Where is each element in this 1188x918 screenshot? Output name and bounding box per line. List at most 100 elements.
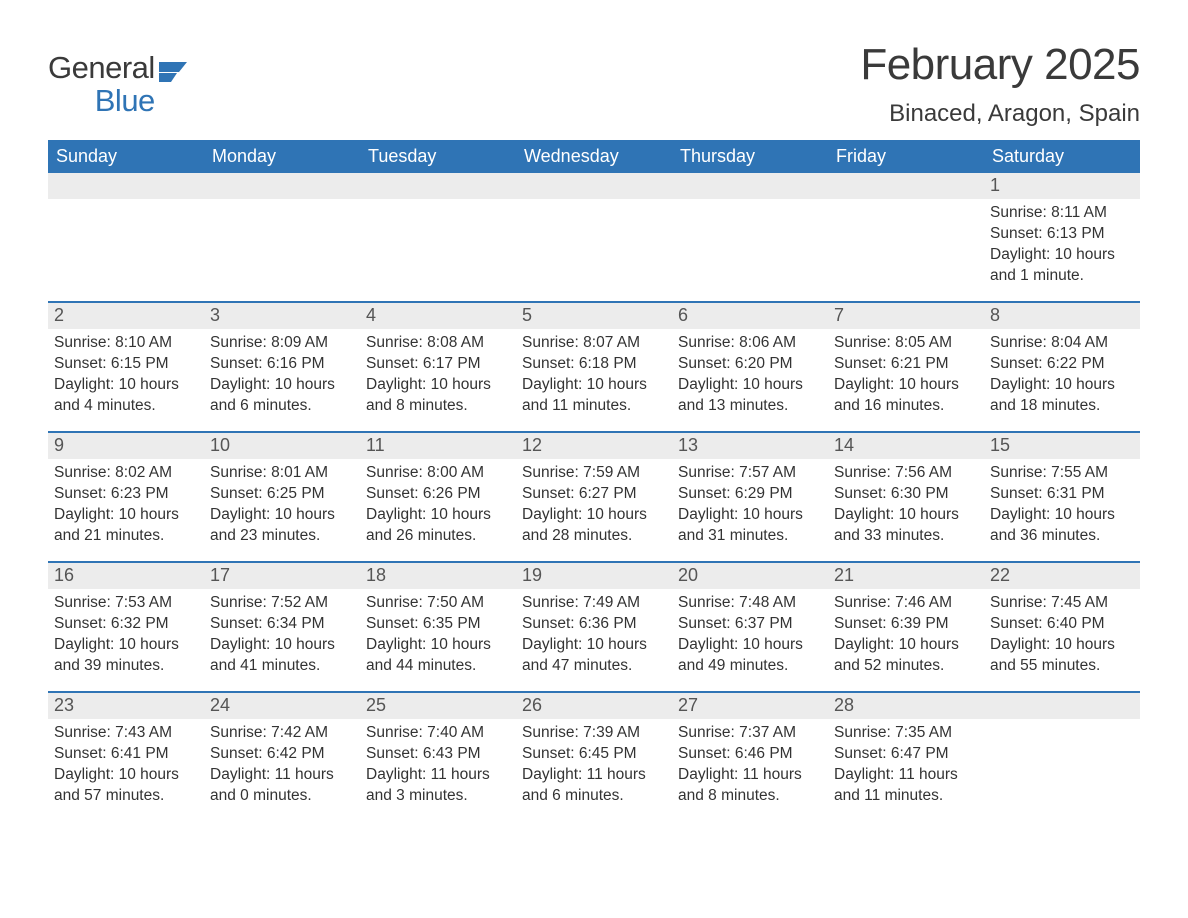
sunrise-line: Sunrise: 7:45 AM [990, 593, 1134, 614]
calendar-weeks: 1Sunrise: 8:11 AMSunset: 6:13 PMDaylight… [48, 173, 1140, 821]
sunrise-line: Sunrise: 7:56 AM [834, 463, 978, 484]
calendar-week-row: 1Sunrise: 8:11 AMSunset: 6:13 PMDaylight… [48, 173, 1140, 301]
sunrise-line: Sunrise: 7:52 AM [210, 593, 354, 614]
day-number: 12 [516, 433, 672, 459]
cell-body: Sunrise: 8:02 AMSunset: 6:23 PMDaylight:… [48, 459, 204, 557]
sunset-line: Sunset: 6:43 PM [366, 744, 510, 765]
sunrise-line: Sunrise: 8:04 AM [990, 333, 1134, 354]
sunrise-line: Sunrise: 7:39 AM [522, 723, 666, 744]
cell-body: Sunrise: 7:57 AMSunset: 6:29 PMDaylight:… [672, 459, 828, 557]
month-title: February 2025 [860, 40, 1140, 90]
calendar-cell: 16Sunrise: 7:53 AMSunset: 6:32 PMDayligh… [48, 563, 204, 691]
sunset-line: Sunset: 6:21 PM [834, 354, 978, 375]
sunrise-line: Sunrise: 7:42 AM [210, 723, 354, 744]
daylight-line: Daylight: 10 hours and 55 minutes. [990, 635, 1134, 677]
day-number: 28 [828, 693, 984, 719]
sunset-line: Sunset: 6:30 PM [834, 484, 978, 505]
sunset-line: Sunset: 6:15 PM [54, 354, 198, 375]
daylight-line: Daylight: 10 hours and 28 minutes. [522, 505, 666, 547]
day-number: 11 [360, 433, 516, 459]
sunset-line: Sunset: 6:37 PM [678, 614, 822, 635]
daylight-line: Daylight: 10 hours and 11 minutes. [522, 375, 666, 417]
cell-body: Sunrise: 8:01 AMSunset: 6:25 PMDaylight:… [204, 459, 360, 557]
sunset-line: Sunset: 6:36 PM [522, 614, 666, 635]
calendar-cell: 5Sunrise: 8:07 AMSunset: 6:18 PMDaylight… [516, 303, 672, 431]
calendar-week-row: 23Sunrise: 7:43 AMSunset: 6:41 PMDayligh… [48, 691, 1140, 821]
cell-body: Sunrise: 8:05 AMSunset: 6:21 PMDaylight:… [828, 329, 984, 427]
day-header-cell: Thursday [672, 140, 828, 173]
calendar-day-header: SundayMondayTuesdayWednesdayThursdayFrid… [48, 140, 1140, 173]
daylight-line: Daylight: 10 hours and 1 minute. [990, 245, 1134, 287]
calendar-cell [48, 173, 204, 301]
day-number: 19 [516, 563, 672, 589]
brand-word2: Blue [48, 85, 155, 118]
sunrise-line: Sunrise: 8:07 AM [522, 333, 666, 354]
calendar-cell: 24Sunrise: 7:42 AMSunset: 6:42 PMDayligh… [204, 693, 360, 821]
calendar-week-row: 9Sunrise: 8:02 AMSunset: 6:23 PMDaylight… [48, 431, 1140, 561]
sunset-line: Sunset: 6:46 PM [678, 744, 822, 765]
calendar-cell [672, 173, 828, 301]
calendar-week-row: 2Sunrise: 8:10 AMSunset: 6:15 PMDaylight… [48, 301, 1140, 431]
day-number: 8 [984, 303, 1140, 329]
cell-body: Sunrise: 7:43 AMSunset: 6:41 PMDaylight:… [48, 719, 204, 817]
day-number [828, 173, 984, 199]
sunrise-line: Sunrise: 7:40 AM [366, 723, 510, 744]
calendar-cell: 1Sunrise: 8:11 AMSunset: 6:13 PMDaylight… [984, 173, 1140, 301]
daylight-line: Daylight: 10 hours and 13 minutes. [678, 375, 822, 417]
day-header-cell: Saturday [984, 140, 1140, 173]
calendar-cell [828, 173, 984, 301]
sunrise-line: Sunrise: 7:48 AM [678, 593, 822, 614]
sunset-line: Sunset: 6:29 PM [678, 484, 822, 505]
sunset-line: Sunset: 6:42 PM [210, 744, 354, 765]
calendar-cell: 27Sunrise: 7:37 AMSunset: 6:46 PMDayligh… [672, 693, 828, 821]
day-number: 15 [984, 433, 1140, 459]
day-number: 18 [360, 563, 516, 589]
day-number [360, 173, 516, 199]
sunrise-line: Sunrise: 7:50 AM [366, 593, 510, 614]
sunset-line: Sunset: 6:26 PM [366, 484, 510, 505]
cell-body: Sunrise: 8:10 AMSunset: 6:15 PMDaylight:… [48, 329, 204, 427]
day-number: 6 [672, 303, 828, 329]
calendar-cell: 18Sunrise: 7:50 AMSunset: 6:35 PMDayligh… [360, 563, 516, 691]
sunset-line: Sunset: 6:17 PM [366, 354, 510, 375]
cell-body: Sunrise: 7:55 AMSunset: 6:31 PMDaylight:… [984, 459, 1140, 557]
sunrise-line: Sunrise: 8:10 AM [54, 333, 198, 354]
calendar-cell: 3Sunrise: 8:09 AMSunset: 6:16 PMDaylight… [204, 303, 360, 431]
sunrise-line: Sunrise: 7:53 AM [54, 593, 198, 614]
day-header-cell: Monday [204, 140, 360, 173]
sunrise-line: Sunrise: 7:46 AM [834, 593, 978, 614]
sunrise-line: Sunrise: 7:37 AM [678, 723, 822, 744]
day-header-cell: Tuesday [360, 140, 516, 173]
calendar-cell: 23Sunrise: 7:43 AMSunset: 6:41 PMDayligh… [48, 693, 204, 821]
calendar-cell: 12Sunrise: 7:59 AMSunset: 6:27 PMDayligh… [516, 433, 672, 561]
calendar-cell: 9Sunrise: 8:02 AMSunset: 6:23 PMDaylight… [48, 433, 204, 561]
day-number [48, 173, 204, 199]
sunset-line: Sunset: 6:16 PM [210, 354, 354, 375]
cell-body: Sunrise: 8:09 AMSunset: 6:16 PMDaylight:… [204, 329, 360, 427]
cell-body: Sunrise: 7:52 AMSunset: 6:34 PMDaylight:… [204, 589, 360, 687]
daylight-line: Daylight: 10 hours and 31 minutes. [678, 505, 822, 547]
day-number: 23 [48, 693, 204, 719]
day-number: 24 [204, 693, 360, 719]
cell-body: Sunrise: 7:48 AMSunset: 6:37 PMDaylight:… [672, 589, 828, 687]
sunrise-line: Sunrise: 8:00 AM [366, 463, 510, 484]
sunset-line: Sunset: 6:32 PM [54, 614, 198, 635]
day-number: 5 [516, 303, 672, 329]
calendar-cell: 7Sunrise: 8:05 AMSunset: 6:21 PMDaylight… [828, 303, 984, 431]
calendar-cell: 10Sunrise: 8:01 AMSunset: 6:25 PMDayligh… [204, 433, 360, 561]
calendar-cell: 28Sunrise: 7:35 AMSunset: 6:47 PMDayligh… [828, 693, 984, 821]
calendar-cell: 4Sunrise: 8:08 AMSunset: 6:17 PMDaylight… [360, 303, 516, 431]
daylight-line: Daylight: 10 hours and 21 minutes. [54, 505, 198, 547]
sunrise-line: Sunrise: 8:02 AM [54, 463, 198, 484]
sunset-line: Sunset: 6:47 PM [834, 744, 978, 765]
sunrise-line: Sunrise: 7:59 AM [522, 463, 666, 484]
sunset-line: Sunset: 6:13 PM [990, 224, 1134, 245]
day-number: 4 [360, 303, 516, 329]
day-header-cell: Sunday [48, 140, 204, 173]
day-number: 26 [516, 693, 672, 719]
cell-body: Sunrise: 7:35 AMSunset: 6:47 PMDaylight:… [828, 719, 984, 817]
daylight-line: Daylight: 10 hours and 33 minutes. [834, 505, 978, 547]
calendar-cell: 6Sunrise: 8:06 AMSunset: 6:20 PMDaylight… [672, 303, 828, 431]
day-number: 1 [984, 173, 1140, 199]
cell-body: Sunrise: 7:50 AMSunset: 6:35 PMDaylight:… [360, 589, 516, 687]
